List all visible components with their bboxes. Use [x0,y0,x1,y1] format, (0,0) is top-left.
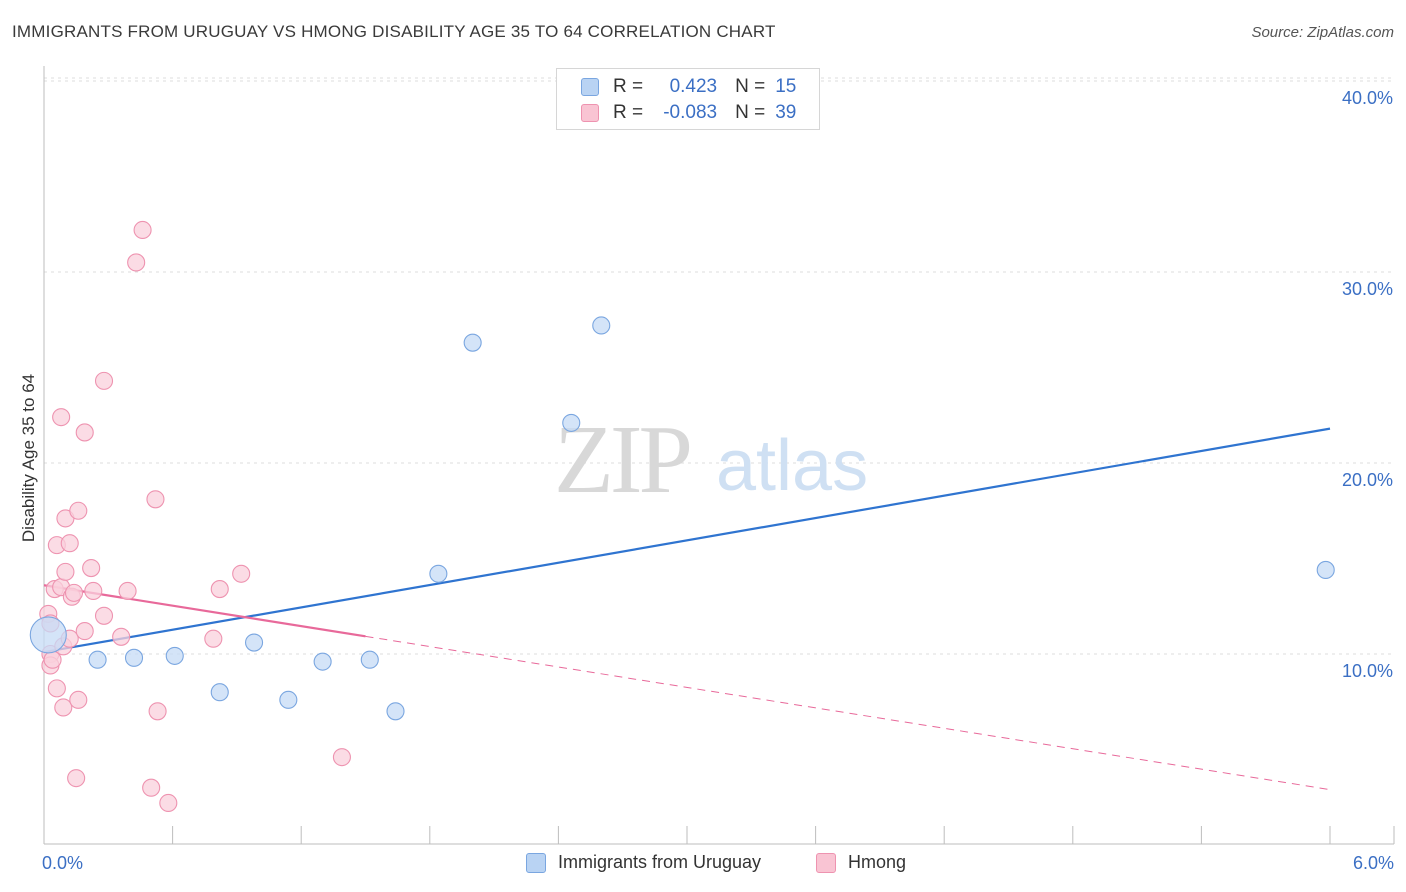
point-hmong [146,490,165,509]
label-layer: 10.0% 20.0% 30.0% 40.0% 0.0% 6.0% Disability A… [19,88,1394,873]
point-hmong [94,371,114,390]
legend-r-value-hmong: -0.083 [663,102,718,123]
point-uruguay [124,648,144,667]
legend-r-label: R = [613,76,644,97]
series-swatch-uruguay [526,852,546,873]
series-swatch-hmong [816,852,836,873]
trend-line-hmong-extension [365,635,1331,791]
x-tick-label: 0.0% [42,853,83,873]
series-label-uruguay: Immigrants from Uruguay [558,852,762,872]
point-uruguay [360,650,379,669]
watermark: ZIP atlas [554,406,868,514]
source-label: Source: ZipAtlas.com [1251,24,1394,41]
legend-n-label: N = [735,76,766,97]
legend-n-value-hmong: 39 [775,102,797,123]
point-hmong [142,778,161,797]
point-hmong [52,408,71,427]
point-hmong [82,558,101,578]
legend-swatch-hmong [581,104,599,122]
series-legend: Immigrants from Uruguay Hmong [0,852,1406,878]
point-hmong [204,629,223,648]
x-tick-label: 6.0% [1353,853,1394,873]
legend-row-uruguay: R = 0.423 N = 15 [581,75,796,99]
y-tick-label: 20.0% [1342,470,1393,490]
point-uruguay [313,652,332,671]
point-hmong [148,702,167,721]
point-hmong [159,793,178,813]
points-layer [29,220,1335,813]
point-hmong [47,679,66,698]
point-hmong [84,581,103,601]
point-uruguay [165,646,184,665]
point-hmong [67,769,86,788]
point-hmong [127,253,146,272]
point-uruguay [244,633,264,652]
y-axis-title: Disability Age 35 to 64 [19,374,38,542]
series-legend-hmong[interactable]: Hmong [816,852,906,873]
point-hmong [69,690,88,709]
y-tick-label: 10.0% [1342,661,1393,681]
point-uruguay [29,616,67,654]
point-uruguay [429,564,448,583]
correlation-legend: R = 0.423 N = 15 R = -0.083 N = 39 [556,68,820,130]
point-hmong [232,564,251,583]
point-uruguay [592,316,611,335]
point-hmong [118,581,137,601]
point-uruguay [210,683,229,702]
point-uruguay [562,413,581,432]
y-tick-label: 30.0% [1342,279,1393,299]
point-hmong [69,501,88,520]
point-hmong [54,698,73,717]
point-hmong [56,562,75,581]
point-hmong [332,748,351,767]
point-hmong [112,627,131,646]
point-hmong [210,580,229,599]
legend-n-value-uruguay: 15 [775,76,797,97]
legend-swatch-uruguay [581,78,599,96]
point-uruguay [279,690,298,709]
series-legend-uruguay[interactable]: Immigrants from Uruguay [526,852,761,873]
point-hmong [60,534,79,553]
point-hmong [94,606,114,625]
series-label-hmong: Hmong [848,852,907,872]
point-uruguay [463,333,482,352]
point-uruguay [1316,560,1335,580]
point-uruguay [386,702,405,721]
watermark-atlas: atlas [716,426,868,506]
legend-r-label: R = [613,102,644,123]
y-tick-label: 40.0% [1342,88,1393,108]
chart-title: IMMIGRANTS FROM URUGUAY VS HMONG DISABIL… [12,22,776,41]
legend-n-label: N = [735,102,766,123]
point-uruguay [88,650,107,669]
point-hmong [75,622,94,641]
axes-layer [43,66,1395,845]
legend-row-hmong: R = -0.083 N = 39 [581,101,796,125]
point-hmong [75,423,94,442]
legend-r-value-uruguay: 0.423 [669,76,718,97]
point-hmong [133,220,152,240]
trend-line-uruguay [43,427,1331,654]
point-hmong [64,583,84,602]
